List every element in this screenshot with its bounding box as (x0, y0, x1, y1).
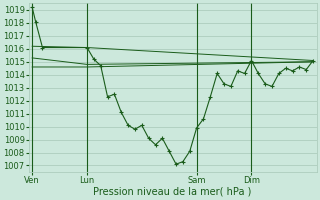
X-axis label: Pression niveau de la mer( hPa ): Pression niveau de la mer( hPa ) (93, 187, 252, 197)
